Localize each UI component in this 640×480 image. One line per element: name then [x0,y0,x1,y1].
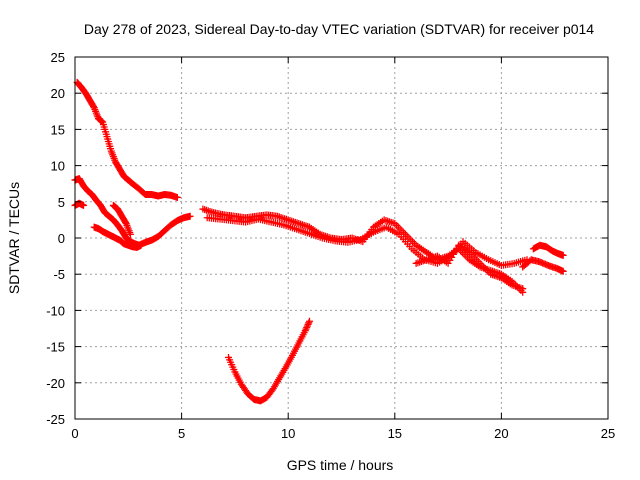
axis-ticks [74,56,609,420]
data-point [306,317,314,325]
data-points [71,78,567,405]
data-point [301,327,309,335]
x-tick-label: 25 [601,426,615,441]
data-point [305,319,313,327]
y-tick-label: -25 [46,412,65,427]
series-track-8 [412,241,527,293]
data-point [89,102,97,110]
data-point [137,241,145,249]
x-tick-label: 20 [494,426,508,441]
y-axis-title: SDTVAR / TECUs [6,182,22,294]
y-tick-label: -20 [46,376,65,391]
x-tick-label: 0 [71,426,78,441]
data-point [559,251,567,259]
x-axis-title: GPS time / hours [287,457,394,473]
data-point [303,322,311,330]
x-tick-labels: 0 5 10 15 20 25 [71,426,615,441]
data-point [80,201,88,209]
data-point [121,218,129,226]
data-point [304,320,312,328]
y-tick-label: 10 [51,159,65,174]
y-tick-label: -15 [46,340,65,355]
series-track-5 [109,201,134,238]
series-track-10 [519,256,567,275]
y-tick-label: 25 [51,50,65,65]
data-point [303,324,311,332]
data-point [519,285,527,293]
series-track-11 [225,317,314,405]
data-point [126,230,134,238]
series-track-7 [203,214,531,270]
x-tick-label: 5 [178,426,185,441]
y-tick-label: 15 [51,122,65,137]
data-point [302,325,310,333]
series-track-3 [71,199,88,209]
y-tick-label: 0 [58,231,65,246]
y-tick-label: 5 [58,195,65,210]
chart-title: Day 278 of 2023, Sidereal Day-to-day VTE… [84,21,594,37]
series-track-6 [199,205,527,296]
data-point [173,193,181,201]
y-tick-label: -10 [46,303,65,318]
y-tick-label: -5 [53,267,65,282]
series-track-9 [529,241,567,259]
y-tick-labels: 25 20 15 10 5 0 -5 -10 -15 -20 -25 [46,50,65,427]
x-tick-label: 15 [388,426,402,441]
data-point [559,267,567,275]
series-track-4 [90,223,145,251]
series-track-1 [73,78,181,201]
y-tick-label: 20 [51,86,65,101]
data-point [186,212,194,220]
x-tick-label: 10 [281,426,295,441]
